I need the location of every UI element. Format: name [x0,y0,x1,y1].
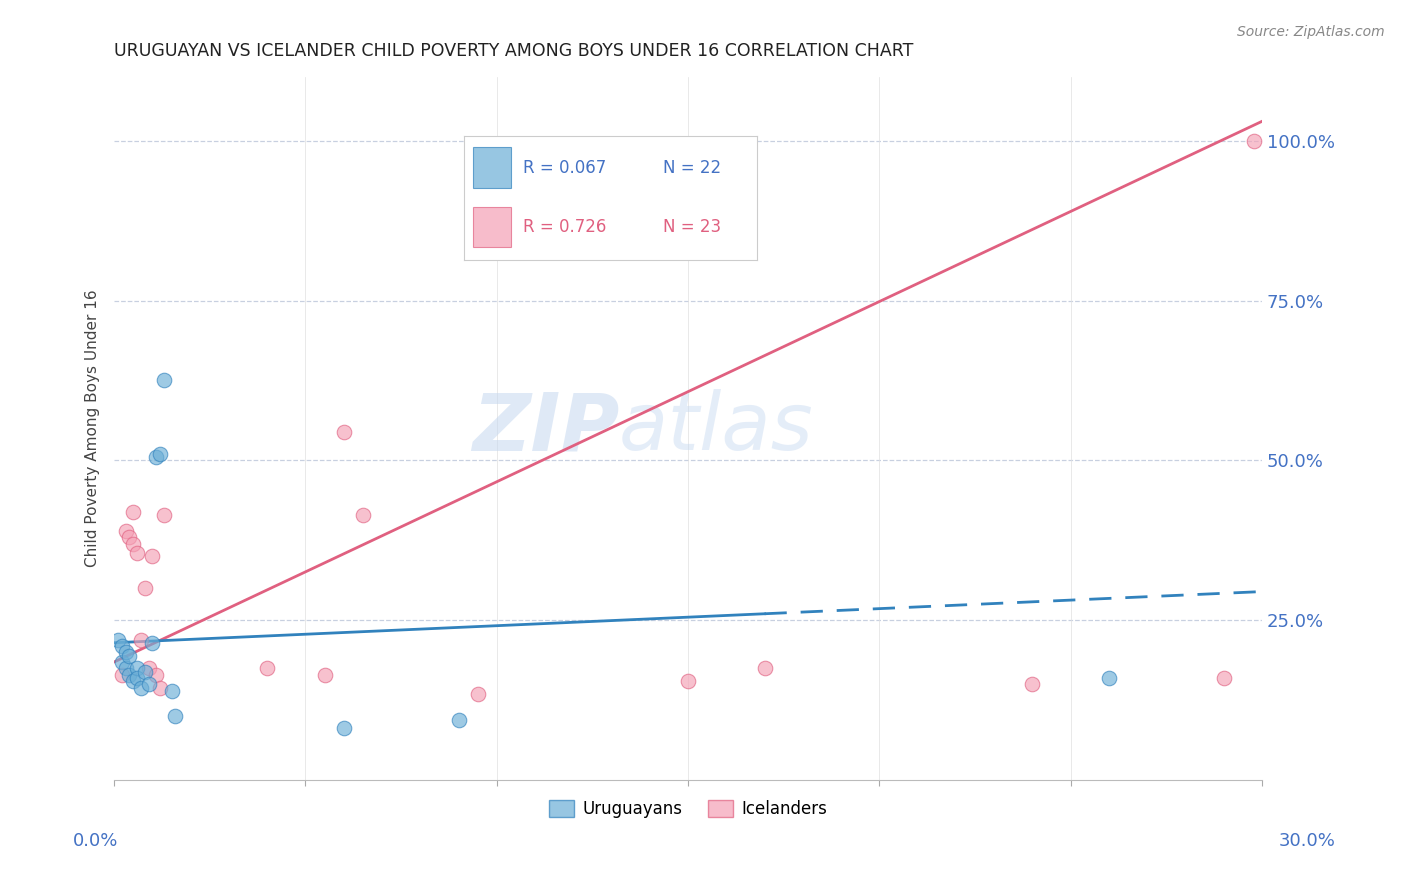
Point [118,530,141,544]
Point [160,683,183,698]
Point [138,661,160,675]
Legend: Uruguayans, Icelanders: Uruguayans, Icelanders [543,793,834,825]
Text: 0.0%: 0.0% [73,832,118,850]
Point [149,681,172,695]
Point [134,582,156,596]
Text: atlas: atlas [619,390,814,467]
Point [111,667,134,681]
Point [127,546,149,560]
Point [676,674,699,689]
Point [111,655,134,669]
Point [107,632,129,647]
Point [1098,671,1121,685]
Point [153,508,176,522]
Point [127,661,149,675]
Text: Source: ZipAtlas.com: Source: ZipAtlas.com [1237,25,1385,39]
Point [129,681,152,695]
Point [314,667,336,681]
Point [145,450,167,465]
Point [165,709,187,723]
Point [332,425,354,439]
Point [122,536,145,550]
Point [114,524,136,538]
Point [447,713,470,727]
Point [138,677,160,691]
Point [1243,134,1265,148]
Point [754,661,776,675]
Point [141,636,163,650]
Point [149,447,172,461]
Point [332,721,354,735]
Point [256,661,278,675]
Text: URUGUAYAN VS ICELANDER CHILD POVERTY AMONG BOYS UNDER 16 CORRELATION CHART: URUGUAYAN VS ICELANDER CHILD POVERTY AMO… [114,42,914,60]
Point [114,645,136,659]
Point [141,549,163,564]
Text: ZIP: ZIP [472,390,619,467]
Point [122,505,145,519]
Point [111,639,134,653]
Point [118,667,141,681]
Text: 30.0%: 30.0% [1279,832,1336,850]
Point [129,632,152,647]
Y-axis label: Child Poverty Among Boys Under 16: Child Poverty Among Boys Under 16 [86,290,100,567]
Point [114,661,136,675]
Point [153,374,176,388]
Point [1212,671,1234,685]
Point [122,674,145,689]
Point [127,671,149,685]
Point [467,687,489,701]
Point [118,648,141,663]
Point [1021,677,1043,691]
Point [134,665,156,679]
Point [145,667,167,681]
Point [352,508,374,522]
